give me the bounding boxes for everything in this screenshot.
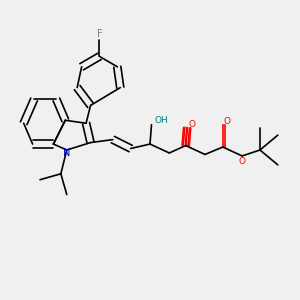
Text: N: N xyxy=(63,148,70,158)
Text: OH: OH xyxy=(154,116,168,125)
Text: O: O xyxy=(238,158,246,166)
Text: F: F xyxy=(97,29,102,39)
Text: O: O xyxy=(224,117,231,126)
Text: O: O xyxy=(188,120,195,129)
